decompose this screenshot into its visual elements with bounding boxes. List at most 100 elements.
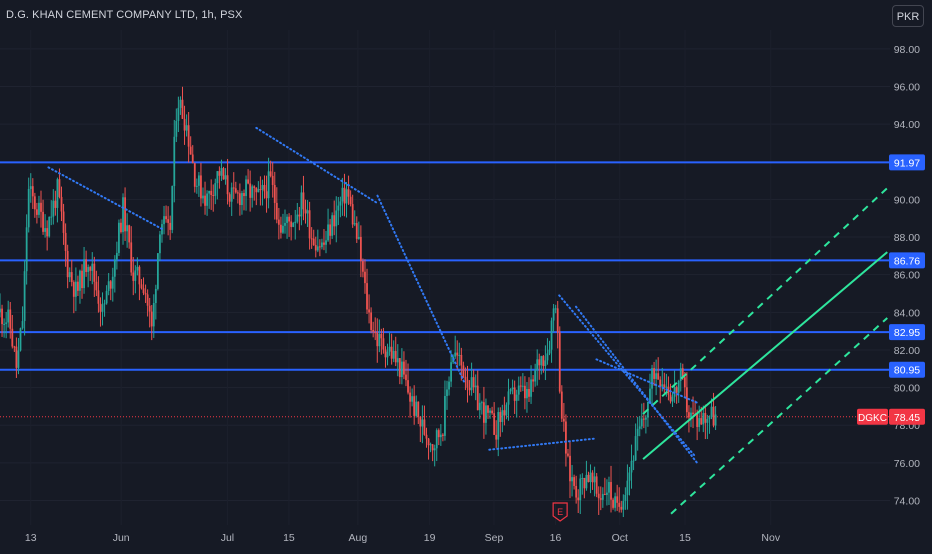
candle-body <box>253 186 256 188</box>
candle-body <box>396 358 399 363</box>
candle-body <box>651 368 653 389</box>
candle-body <box>97 290 100 304</box>
candle-body <box>288 216 291 222</box>
candle-body <box>499 412 502 422</box>
candle-body <box>316 246 319 251</box>
candle-body <box>511 387 514 390</box>
dotted-trendline <box>595 358 699 404</box>
price-axis[interactable]: 74.0076.0078.0080.0082.0084.0086.0088.00… <box>894 44 920 508</box>
candle-body <box>234 188 237 193</box>
candle-body <box>331 215 334 236</box>
candle-body <box>68 272 71 278</box>
candle-body <box>624 494 627 501</box>
y-tick-label: 96.00 <box>894 81 920 93</box>
candle-body <box>384 349 387 358</box>
candle-body <box>702 413 705 425</box>
candle-body <box>152 303 155 327</box>
candle-body <box>204 195 206 206</box>
candle-body <box>681 368 684 378</box>
candle-body <box>665 386 668 388</box>
candle-body <box>1 308 3 325</box>
candle-body <box>439 434 442 438</box>
candle-body <box>565 421 567 454</box>
candle-body <box>550 320 553 350</box>
trend-line <box>642 251 888 460</box>
y-tick-label: 98.00 <box>894 44 920 56</box>
candle-body <box>390 346 393 359</box>
dotted-trendline <box>558 294 696 457</box>
candle-body <box>587 474 590 483</box>
candle-body <box>181 99 184 119</box>
candle-body <box>540 356 543 366</box>
candle-body <box>294 221 297 223</box>
candle-body <box>343 187 346 204</box>
candle-body <box>667 386 670 395</box>
candle-body <box>271 175 274 185</box>
symbol-tag <box>857 408 888 425</box>
candle-body <box>491 410 493 414</box>
candle-body <box>269 171 272 176</box>
candle-body <box>132 272 135 281</box>
candle-body <box>296 214 299 222</box>
candle-body <box>232 187 235 189</box>
candle-body <box>626 480 629 495</box>
candle-body <box>632 460 635 462</box>
candle-body <box>50 216 53 218</box>
candle-body <box>167 219 170 223</box>
y-tick-label: 84.00 <box>894 307 920 319</box>
candle-body <box>337 205 340 211</box>
candle-body <box>38 202 40 215</box>
candle-body <box>191 154 194 164</box>
candle-body <box>329 224 332 236</box>
candle-body <box>544 360 547 367</box>
candle-body <box>608 482 610 493</box>
currency-button[interactable]: PKR <box>892 5 924 27</box>
candle-body <box>374 331 377 333</box>
candle-body <box>657 373 660 380</box>
candle-body <box>280 224 282 233</box>
candle-body <box>386 351 389 358</box>
candle-body <box>675 387 678 393</box>
candle-body <box>364 271 366 284</box>
symbol-tag-label: DGKC <box>858 413 887 424</box>
candle-body <box>355 223 358 239</box>
candle-body <box>372 329 375 332</box>
candle-body <box>601 493 604 500</box>
candle-body <box>591 472 594 483</box>
candle-body <box>622 500 625 510</box>
dotted-trendline <box>574 305 699 464</box>
candle-body <box>708 417 711 420</box>
candle-body <box>200 175 202 199</box>
candle-body <box>474 385 477 388</box>
candle-body <box>423 419 426 435</box>
candle-body <box>179 99 182 108</box>
earnings-event-icon <box>552 502 568 522</box>
candle-body <box>671 396 674 402</box>
candle-body <box>415 401 418 416</box>
dotted-trendline <box>376 194 466 383</box>
level-tag <box>889 154 925 171</box>
candle-body <box>333 215 336 227</box>
candle-body <box>189 146 192 155</box>
candle-body <box>368 309 370 313</box>
candle-body <box>476 385 479 411</box>
candle-body <box>230 187 233 202</box>
candle-body <box>46 228 49 237</box>
candle-body <box>698 418 701 427</box>
candle-body <box>359 236 362 262</box>
candle-body <box>150 311 153 327</box>
candle-body <box>503 410 506 416</box>
candle-body <box>44 228 47 232</box>
candle-body <box>435 430 438 449</box>
candle-body <box>497 412 500 440</box>
candle-body <box>450 362 452 382</box>
candle-body <box>466 379 469 388</box>
y-tick-label: 94.00 <box>894 119 920 131</box>
time-axis[interactable]: 13 Jun Jul 15 Aug 19 Sep 16 Oct 15 Nov <box>25 532 781 544</box>
candle-body <box>62 211 65 233</box>
candle-body <box>362 261 364 272</box>
candle-body <box>54 200 57 208</box>
candle-body <box>183 118 186 131</box>
candle-body <box>460 355 463 366</box>
